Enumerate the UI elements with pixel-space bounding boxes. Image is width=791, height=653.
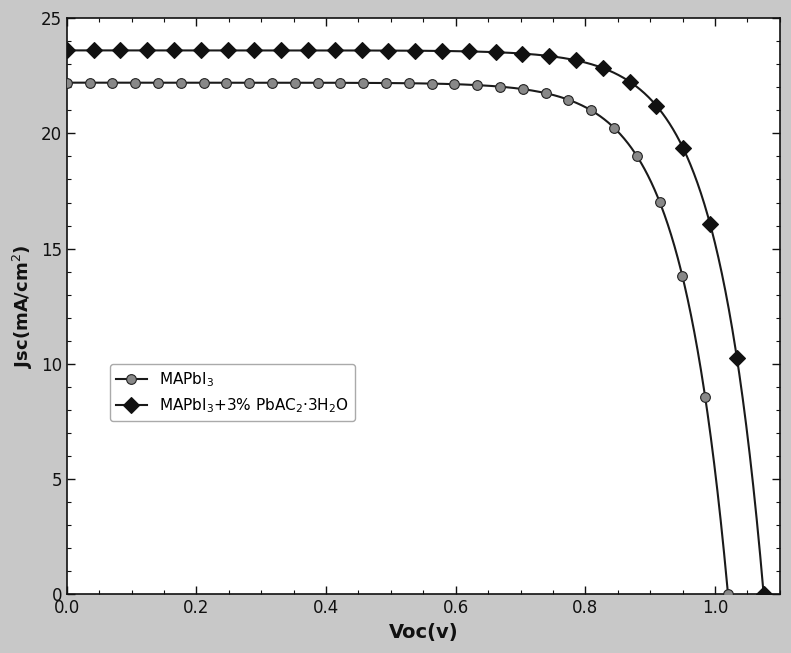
X-axis label: Voc(v): Voc(v)	[388, 623, 458, 642]
Legend: MAPbI$_3$, MAPbI$_3$+3% PbAC$_2$·3H$_2$O: MAPbI$_3$, MAPbI$_3$+3% PbAC$_2$·3H$_2$O	[110, 364, 354, 421]
Y-axis label: Jsc(mA/cm$^2$): Jsc(mA/cm$^2$)	[11, 245, 36, 368]
